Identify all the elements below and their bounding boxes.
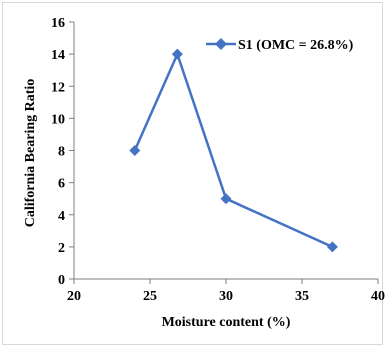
data-point-marker xyxy=(129,145,141,156)
legend: S1 (OMC = 26.8%) xyxy=(206,38,354,53)
x-tick-label: 20 xyxy=(67,289,81,304)
chart-frame xyxy=(2,2,383,345)
legend-label: S1 (OMC = 26.8%) xyxy=(238,38,354,53)
series-layer xyxy=(129,48,338,253)
y-tick-label: 4 xyxy=(58,209,65,224)
data-point-marker xyxy=(171,48,183,60)
data-point-marker xyxy=(220,193,232,205)
y-axis-title: California Bearing Ratio xyxy=(23,79,38,228)
x-tick-label: 25 xyxy=(143,289,157,304)
y-tick-label: 16 xyxy=(51,16,65,31)
y-tick-label: 14 xyxy=(51,48,65,63)
x-tick-label: 30 xyxy=(219,289,233,304)
y-tick-label: 6 xyxy=(58,177,65,192)
series-line xyxy=(133,52,333,249)
y-tick-label: 12 xyxy=(51,80,65,95)
y-tick-label: 8 xyxy=(58,145,65,160)
legend-marker xyxy=(215,38,227,50)
x-axis-title: Moisture content (%) xyxy=(162,315,291,330)
y-tick-label: 0 xyxy=(58,273,65,288)
y-axis-ticks: 0 2 4 6 8 10 12 14 16 xyxy=(51,16,74,288)
x-axis-ticks: 20 25 30 35 40 xyxy=(67,279,385,304)
data-point-marker xyxy=(326,241,338,253)
y-tick-label: 2 xyxy=(58,241,65,256)
y-tick-label: 10 xyxy=(51,112,65,127)
x-tick-label: 40 xyxy=(371,289,385,304)
plot-area xyxy=(73,22,378,280)
x-tick-label: 35 xyxy=(295,289,309,304)
